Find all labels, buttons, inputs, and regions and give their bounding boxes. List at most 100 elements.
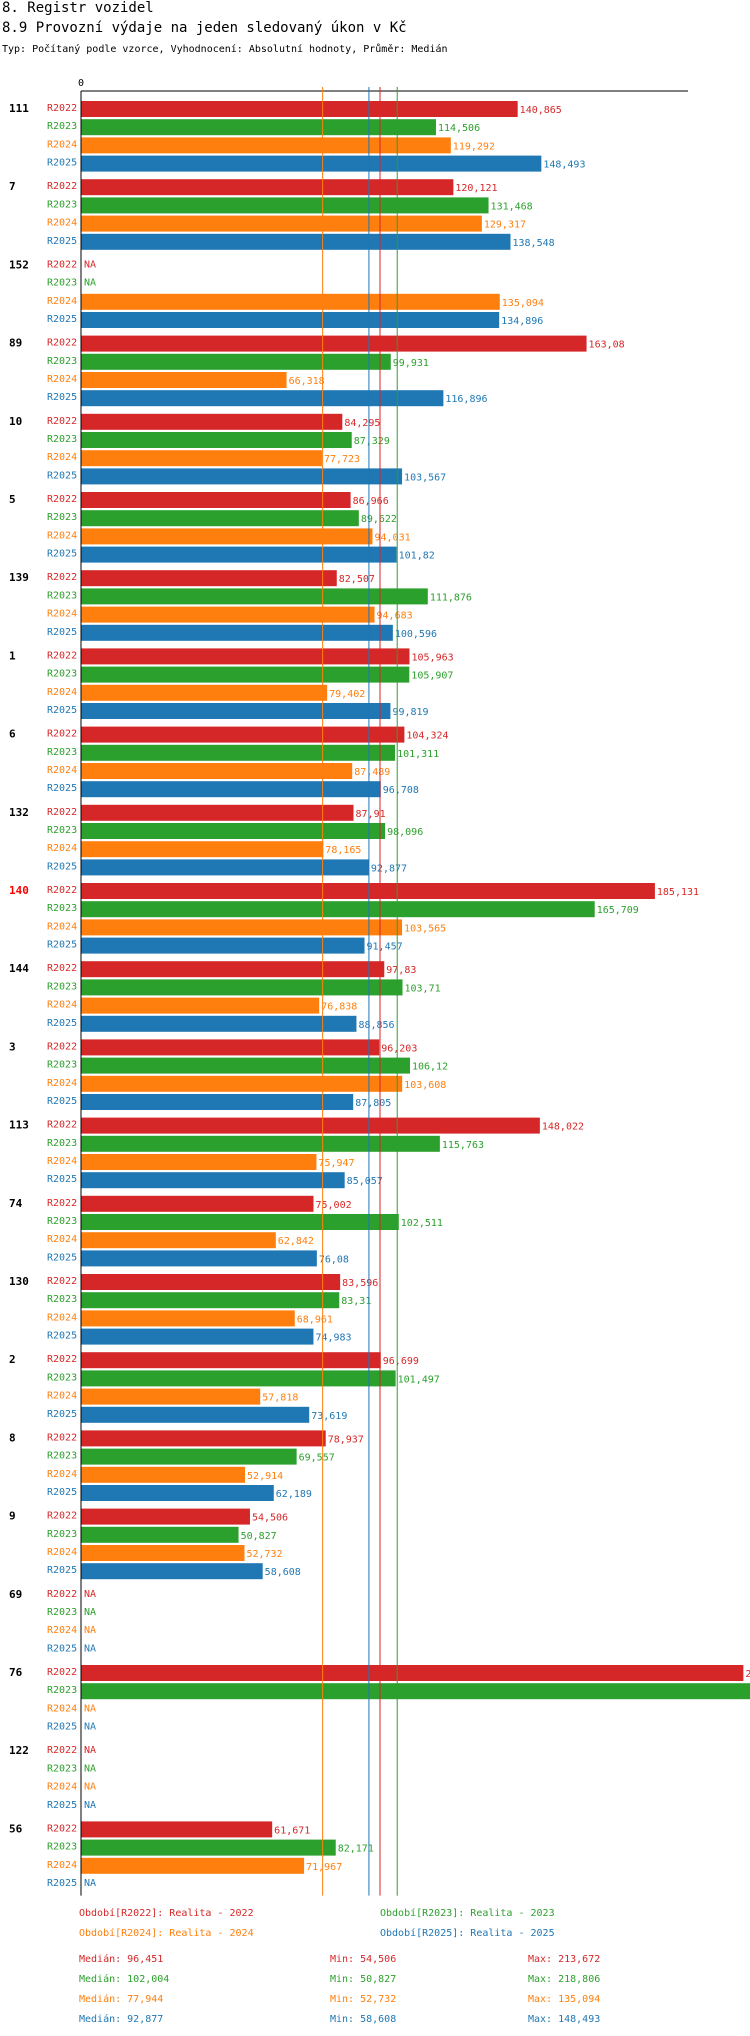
series-label: R2025 [47, 1800, 77, 1811]
data-label: 129,317 [484, 220, 526, 231]
series-label: R2024 [47, 1625, 77, 1636]
data-label: 185,131 [657, 887, 699, 898]
bar [81, 1683, 750, 1700]
bar [81, 1172, 345, 1189]
bar [81, 1406, 310, 1423]
na-label: NA [84, 1643, 96, 1654]
bar [81, 1250, 317, 1267]
series-label: R2024 [47, 921, 77, 932]
bar [81, 901, 595, 918]
bar [81, 1015, 357, 1032]
data-label: 120,121 [455, 183, 497, 194]
data-label: 105,963 [411, 652, 453, 663]
series-label: R2023 [47, 199, 77, 210]
group-label: 7 [9, 180, 16, 193]
bar [81, 997, 320, 1014]
data-label: 88,856 [358, 1020, 394, 1031]
series-label: R2023 [47, 590, 77, 601]
group-label: 76 [9, 1666, 23, 1679]
bar [81, 1821, 273, 1838]
series-label: R2024 [47, 687, 77, 698]
bar [81, 197, 489, 214]
series-label: R2025 [47, 1096, 77, 1107]
series-label: R2025 [47, 1643, 77, 1654]
na-label: NA [84, 1800, 96, 1811]
series-label: R2024 [47, 1312, 77, 1323]
data-label: 77,723 [324, 454, 360, 465]
bar [81, 510, 359, 527]
bar [81, 1117, 540, 1134]
series-label: R2023 [47, 1138, 77, 1149]
group-label: 3 [9, 1040, 16, 1053]
bar [81, 390, 444, 407]
series-label: R2023 [47, 1294, 77, 1305]
data-label: 134,896 [501, 316, 543, 327]
series-label: R2024 [47, 1860, 77, 1871]
series-label: R2023 [47, 1060, 77, 1071]
data-label: 97,83 [386, 965, 416, 976]
data-label: 104,324 [406, 731, 448, 742]
series-label: R2022 [47, 729, 77, 740]
data-label: 87,91 [356, 809, 386, 820]
series-label: R2025 [47, 1409, 77, 1420]
series-label: R2022 [47, 1589, 77, 1600]
na-label: NA [84, 278, 96, 289]
x-axis-zero-label: 0 [78, 78, 84, 89]
data-label: 57,818 [262, 1393, 298, 1404]
data-label: 52,732 [246, 1549, 282, 1560]
group-label: 111 [9, 102, 29, 115]
bar [81, 1526, 239, 1543]
series-label: R2025 [47, 1252, 77, 1263]
series-label: R2022 [47, 1198, 77, 1209]
bar [81, 1135, 440, 1152]
stat-min: Min: 54,506 [330, 1954, 396, 1965]
data-label: 54,506 [252, 1513, 288, 1524]
data-label: 66,318 [289, 376, 325, 387]
series-label: R2024 [47, 452, 77, 463]
bar [81, 413, 343, 430]
data-label: 106,12 [412, 1062, 448, 1073]
series-label: R2022 [47, 1432, 77, 1443]
data-label: 91,457 [367, 942, 403, 953]
bar [81, 1154, 317, 1170]
series-label: R2024 [47, 139, 77, 150]
bar [81, 137, 451, 154]
bar [81, 883, 655, 899]
group-label: 8 [9, 1431, 16, 1444]
bar [81, 648, 410, 665]
bar [81, 1839, 336, 1856]
bar [81, 1232, 276, 1249]
data-label: 101,497 [398, 1374, 440, 1385]
data-label: 62,842 [278, 1236, 314, 1247]
data-label: 89,622 [361, 514, 397, 525]
data-label: 111,876 [430, 592, 472, 603]
series-label: R2023 [47, 1607, 77, 1618]
data-label: 165,709 [597, 905, 639, 916]
series-label: R2025 [47, 627, 77, 638]
bar [81, 1075, 403, 1092]
stat-median: Medián: 96,451 [79, 1953, 163, 1965]
group-label: 5 [9, 493, 16, 506]
series-label: R2022 [47, 1354, 77, 1365]
series-label: R2025 [47, 1722, 77, 1733]
na-label: NA [84, 1782, 96, 1793]
bar [81, 781, 381, 798]
series-label: R2024 [47, 296, 77, 307]
data-label: 105,907 [411, 671, 453, 682]
series-label: R2022 [47, 1120, 77, 1131]
group-label: 56 [9, 1822, 23, 1835]
series-label: R2023 [47, 1216, 77, 1227]
data-label: 114,506 [438, 123, 480, 134]
series-label: R2023 [47, 434, 77, 445]
data-label: 61,671 [274, 1825, 310, 1836]
bar [81, 726, 405, 743]
series-label: R2023 [47, 512, 77, 523]
data-label: 83,31 [341, 1296, 371, 1307]
stat-max: Max: 213,672 [528, 1954, 600, 1965]
data-label: 58,608 [265, 1567, 301, 1578]
bar [81, 528, 373, 545]
group-label: 152 [9, 258, 29, 271]
series-label: R2024 [47, 843, 77, 854]
data-label: 75,002 [316, 1200, 352, 1211]
data-label: 94,683 [377, 611, 413, 622]
